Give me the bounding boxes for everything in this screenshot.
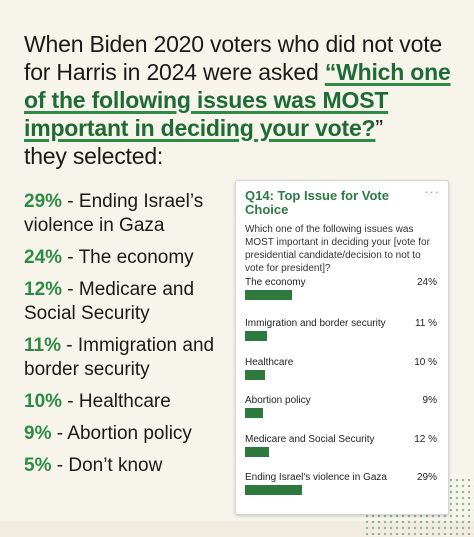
card-title: Q14: Top Issue for Vote Choice <box>245 188 389 217</box>
value-label: 29% <box>416 472 437 483</box>
chart-row: Medicare and Social Security 12 % <box>245 434 441 460</box>
value-label: 11 % <box>414 318 437 329</box>
value-label: 10 % <box>414 357 437 368</box>
list-item: 24% - The economy <box>24 246 229 270</box>
category-label: Immigration and border security <box>245 318 386 329</box>
list-item-pct: 9% <box>24 423 52 444</box>
list-item: 11% - Immigration and border security <box>24 334 229 382</box>
list-item-label: - Ending Israel’s violence in Gaza <box>24 191 204 236</box>
list-item: 9% - Abortion policy <box>24 422 229 446</box>
bar <box>245 290 293 300</box>
list-item: 29% - Ending Israel’s violence in Gaza <box>24 190 229 238</box>
list-item-label: - Abortion policy <box>51 423 192 444</box>
more-options-icon[interactable]: ··· <box>424 184 440 199</box>
bar <box>245 370 265 380</box>
list-item-label: - Medicare and Social Security <box>24 279 195 324</box>
card-question: Which one of the following issues was MO… <box>245 224 430 274</box>
list-item-pct: 29% <box>24 191 63 212</box>
bar <box>245 485 302 495</box>
list-item-label: - Immigration and border security <box>24 335 215 380</box>
category-label: The economy <box>245 277 306 288</box>
headline-question-end: ” <box>375 115 383 141</box>
headline-outro: they selected: <box>24 143 164 169</box>
chart-row: The economy 24% <box>245 277 441 303</box>
results-list: 29% - Ending Israel’s violence in Gaza 2… <box>24 190 229 486</box>
chart-row: Healthcare 10 % <box>245 357 441 383</box>
value-label: 12 % <box>414 434 437 445</box>
bar <box>245 447 269 457</box>
chart-row: Abortion policy 9% <box>245 395 441 421</box>
list-item-label: - The economy <box>62 247 194 268</box>
list-item-pct: 10% <box>24 391 63 412</box>
value-label: 24% <box>416 277 437 288</box>
category-label: Ending Israel's violence in Gaza <box>245 472 387 483</box>
headline-question: “Which one of the following issues was M… <box>24 59 451 141</box>
bar <box>245 331 267 341</box>
list-item: 12% - Medicare and Social Security <box>24 278 229 326</box>
value-label: 9% <box>422 395 437 406</box>
chart-row: Immigration and border security 11 % <box>245 318 441 344</box>
list-item-pct: 24% <box>24 247 63 268</box>
bottom-band <box>0 521 474 537</box>
list-item-pct: 5% <box>24 455 52 476</box>
chart-card: Q14: Top Issue for Vote Choice ··· Which… <box>235 180 449 515</box>
list-item-pct: 12% <box>24 279 63 300</box>
list-item: 10% - Healthcare <box>24 390 229 414</box>
headline-intro: When Biden 2020 voters who did not vote … <box>24 31 442 85</box>
bar <box>245 408 263 418</box>
category-label: Abortion policy <box>245 395 311 406</box>
chart-row: Ending Israel's violence in Gaza 29% <box>245 472 441 498</box>
list-item-label: - Don’t know <box>51 455 163 476</box>
list-item-pct: 11% <box>24 335 61 356</box>
headline: When Biden 2020 voters who did not vote … <box>24 30 464 170</box>
category-label: Healthcare <box>245 357 294 368</box>
list-item: 5% - Don’t know <box>24 454 229 478</box>
category-label: Medicare and Social Security <box>245 434 375 445</box>
list-item-label: - Healthcare <box>62 391 171 412</box>
